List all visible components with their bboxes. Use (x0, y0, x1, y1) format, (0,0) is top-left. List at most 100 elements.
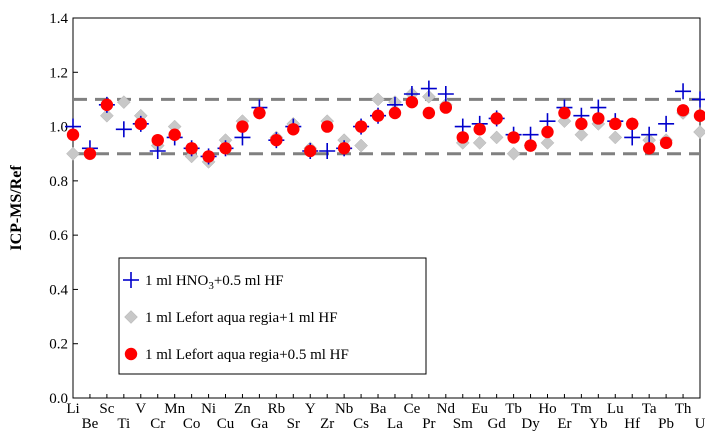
data-marks (65, 80, 705, 169)
data-point (609, 117, 622, 131)
x-tick-label: Cu (217, 416, 235, 432)
data-point (540, 136, 555, 150)
data-point (100, 98, 114, 112)
data-point (66, 146, 80, 161)
x-tick-label: Rb (268, 401, 286, 417)
data-point (506, 146, 521, 161)
data-point (524, 139, 537, 152)
x-tick-label: Ga (251, 416, 269, 432)
data-point (236, 120, 249, 133)
data-point (83, 147, 97, 160)
x-tick-label: Ce (404, 401, 421, 417)
x-tick-label: Ba (370, 401, 387, 417)
x-tick-label: La (387, 416, 403, 432)
data-point (168, 128, 181, 141)
x-tick-label: Sr (287, 416, 300, 432)
data-point (658, 115, 675, 132)
data-point (388, 106, 402, 120)
x-tick-label: Li (66, 401, 79, 417)
x-tick-label: Co (183, 416, 201, 432)
data-point (371, 92, 385, 107)
y-tick-label: 0.4 (49, 282, 68, 298)
x-tick-label: Cr (150, 416, 165, 432)
y-tick-label: 0.6 (49, 228, 68, 244)
data-point (270, 133, 283, 147)
y-tick-label: 0.8 (49, 174, 68, 190)
data-point (541, 125, 554, 139)
x-tick-label: Sc (99, 401, 114, 417)
x-tick-label: Zr (320, 416, 334, 432)
data-point (489, 130, 504, 145)
x-tick-label: Er (557, 416, 571, 432)
x-tick-label: Lu (607, 401, 624, 417)
x-tick-label: Zn (234, 401, 251, 417)
data-point (626, 117, 639, 131)
plot-area (72, 17, 701, 399)
x-tick-label: Ti (117, 416, 130, 432)
data-point (437, 86, 454, 102)
data-point (304, 144, 317, 158)
x-tick-label: Eu (471, 401, 488, 417)
data-point (422, 89, 436, 104)
data-point (115, 121, 132, 138)
x-tick-label: Th (675, 401, 692, 417)
x-tick-label: Pr (422, 416, 435, 432)
data-point (641, 126, 658, 143)
data-point (66, 128, 80, 141)
y-axis-label: ICP-MS/Ref (8, 165, 25, 251)
x-tick-label: Tm (571, 401, 592, 417)
x-tick-label: Pb (658, 416, 674, 432)
data-point (202, 150, 215, 163)
x-tick-label: Hf (624, 416, 640, 432)
y-tick-label: 0.0 (49, 391, 68, 407)
data-point (592, 112, 605, 125)
x-tick-label: Cs (353, 416, 369, 432)
x-tick-label: U (695, 416, 705, 432)
x-tick-label: Y (305, 401, 316, 417)
y-tick-label: 1.2 (49, 65, 68, 81)
x-tick-label: Ta (642, 401, 657, 417)
x-tick-label: Be (82, 416, 99, 432)
series-0 (65, 80, 705, 165)
data-point (320, 120, 334, 133)
data-point (420, 80, 437, 97)
reference-lines (73, 97, 700, 156)
legend-label: 1 ml HNO3+0.5 ml HF (145, 273, 284, 292)
x-tick-label: Ho (538, 401, 556, 417)
x-tick-label: Sm (453, 416, 473, 432)
data-point (693, 125, 705, 139)
legend-marker (124, 310, 138, 324)
data-point (456, 131, 469, 144)
x-tick-label: Nd (437, 401, 456, 417)
data-point (473, 123, 486, 136)
data-point (642, 142, 656, 155)
data-point (624, 129, 641, 146)
data-point (405, 95, 419, 109)
legend-marker (123, 272, 139, 288)
x-tick-label: Yb (589, 416, 607, 432)
data-point (439, 101, 453, 114)
data-point (575, 117, 588, 131)
data-point (185, 142, 198, 155)
data-point (558, 106, 571, 120)
x-tick-label: Nb (335, 401, 353, 417)
y-tick-label: 1.4 (49, 11, 68, 27)
data-point (675, 83, 692, 100)
x-tick-label: Mn (164, 401, 185, 417)
data-point (116, 95, 131, 109)
data-point (608, 130, 623, 145)
x-tick-label: V (135, 401, 146, 417)
data-point (151, 133, 164, 147)
x-tick-label: Ni (201, 401, 216, 417)
data-point (354, 138, 368, 153)
data-point (490, 112, 503, 125)
data-point (472, 136, 487, 150)
y-axis: 0.0 0.2 0.4 0.6 0.8 1.0 1.2 1.4 (49, 11, 78, 407)
plot-border (72, 17, 701, 399)
legend-box (118, 257, 427, 375)
x-tick-label: Tb (505, 401, 522, 417)
data-point (354, 120, 368, 133)
data-point (676, 104, 690, 117)
data-point (507, 131, 520, 144)
